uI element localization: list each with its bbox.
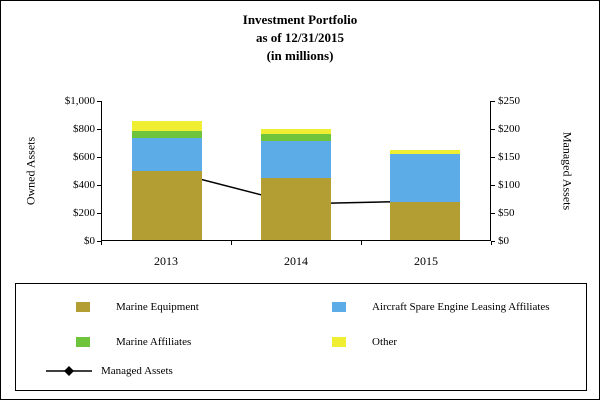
- stacked-bar-2015: [390, 150, 461, 240]
- managed-axis-tick-label: $200: [498, 123, 520, 135]
- category-axis-tick: [361, 241, 362, 245]
- managed-axis-tick: [491, 213, 495, 214]
- plot-area: [101, 101, 491, 241]
- bar-segment: [131, 170, 202, 240]
- legend-item-other: Other: [332, 336, 397, 348]
- managed-axis-tick-label: $250: [498, 95, 520, 107]
- managed-axis-tick-label: $150: [498, 151, 520, 163]
- owned-axis-tick-label: $0: [84, 235, 95, 247]
- legend-item-marine-affiliates: Marine Affiliates: [76, 336, 191, 348]
- chart-title-line3: (in millions): [266, 48, 334, 63]
- bar-segment: [261, 128, 331, 135]
- managed-assets-axis-label: Managed Assets: [560, 131, 575, 211]
- chart-title: Investment Portfolio as of 12/31/2015 (i…: [1, 11, 599, 65]
- managed-axis-tick-label: $100: [498, 179, 520, 191]
- bar-segment: [390, 202, 461, 240]
- legend-item-aircraft-spare-engine-leasing-affiliates: Aircraft Spare Engine Leasing Affiliates: [332, 301, 550, 313]
- managed-axis-tick-label: $50: [498, 207, 515, 219]
- owned-assets-axis-label: Owned Assets: [23, 136, 38, 206]
- marine-equipment-swatch: [76, 302, 90, 312]
- category-label-2013: 2013: [154, 254, 178, 268]
- managed-axis-tick: [491, 129, 495, 130]
- owned-axis-tick: [97, 157, 101, 158]
- legend-item-marine-equipment: Marine Equipment: [76, 301, 199, 313]
- owned-axis-tick: [97, 185, 101, 186]
- owned-axis-tick-label: $1,000: [64, 95, 95, 107]
- category-label-2014: 2014: [284, 254, 308, 268]
- legend-box: Marine Equipment Aircraft Spare Engine L…: [15, 283, 587, 391]
- owned-axis-tick-label: $800: [73, 123, 95, 135]
- line-with-diamond-icon: [46, 366, 92, 376]
- managed-axis-tick-label: $0: [498, 235, 509, 247]
- legend-label: Marine Equipment: [116, 301, 199, 313]
- bar-segment: [261, 178, 331, 240]
- owned-axis-tick-label: $600: [73, 151, 95, 163]
- stacked-bar-2014: [261, 128, 331, 240]
- category-axis-tick: [231, 241, 232, 245]
- stacked-bar-2013: [131, 121, 202, 240]
- legend-item-managed-assets: Managed Assets: [46, 365, 173, 377]
- legend-label: Marine Affiliates: [116, 336, 192, 348]
- bar-segment: [261, 140, 331, 179]
- aircraft-affiliates-swatch: [332, 302, 346, 312]
- owned-axis-tick: [97, 101, 101, 102]
- owned-axis-tick-label: $200: [73, 207, 95, 219]
- marine-affiliates-swatch: [76, 337, 90, 347]
- bar-segment: [131, 121, 202, 131]
- managed-assets-line-sample-icon: [46, 365, 92, 377]
- bar-segment: [390, 150, 461, 154]
- owned-axis-tick: [97, 241, 101, 242]
- category-axis-tick: [101, 241, 102, 245]
- bar-segment: [390, 153, 461, 203]
- legend-label: Managed Assets: [101, 365, 173, 377]
- category-axis-tick: [491, 241, 492, 245]
- chart-title-line2: as of 12/31/2015: [255, 30, 345, 45]
- managed-axis-tick: [491, 185, 495, 186]
- bar-segment: [261, 134, 331, 141]
- legend-label: Other: [372, 336, 398, 348]
- managed-axis-tick: [491, 157, 495, 158]
- other-swatch: [332, 337, 346, 347]
- managed-axis-tick: [491, 241, 495, 242]
- category-label-2015: 2015: [414, 254, 438, 268]
- bar-segment: [131, 137, 202, 171]
- owned-axis-tick-label: $400: [73, 179, 95, 191]
- owned-axis-tick: [97, 129, 101, 130]
- chart-title-line1: Investment Portfolio: [242, 12, 358, 27]
- bar-segment: [131, 130, 202, 138]
- legend-label: Aircraft Spare Engine Leasing Affiliates: [372, 301, 550, 313]
- managed-axis-tick: [491, 101, 495, 102]
- owned-axis-tick: [97, 213, 101, 214]
